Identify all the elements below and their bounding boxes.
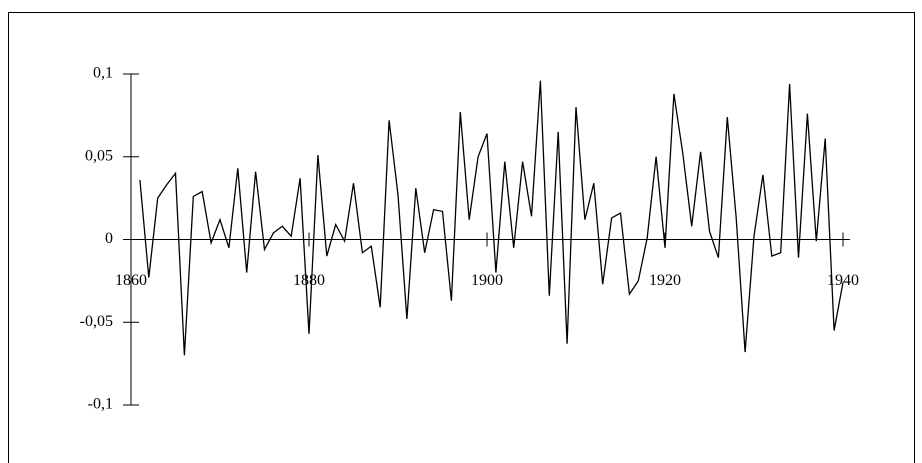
y-tick-label: 0: [105, 230, 113, 247]
x-tick-label: 1940: [827, 272, 859, 289]
y-tick-label: 0,1: [93, 65, 113, 82]
y-tick-label: -0,1: [88, 396, 113, 413]
x-tick-label: 1920: [649, 272, 681, 289]
x-tick-label: 1900: [471, 272, 503, 289]
y-tick-label: -0,05: [80, 313, 113, 330]
x-tick-label: 1880: [293, 272, 325, 289]
x-tick-label: 1860: [115, 272, 147, 289]
chart-border: [8, 12, 915, 463]
y-tick-label: 0,05: [85, 147, 113, 164]
data-line: [139, 80, 844, 356]
